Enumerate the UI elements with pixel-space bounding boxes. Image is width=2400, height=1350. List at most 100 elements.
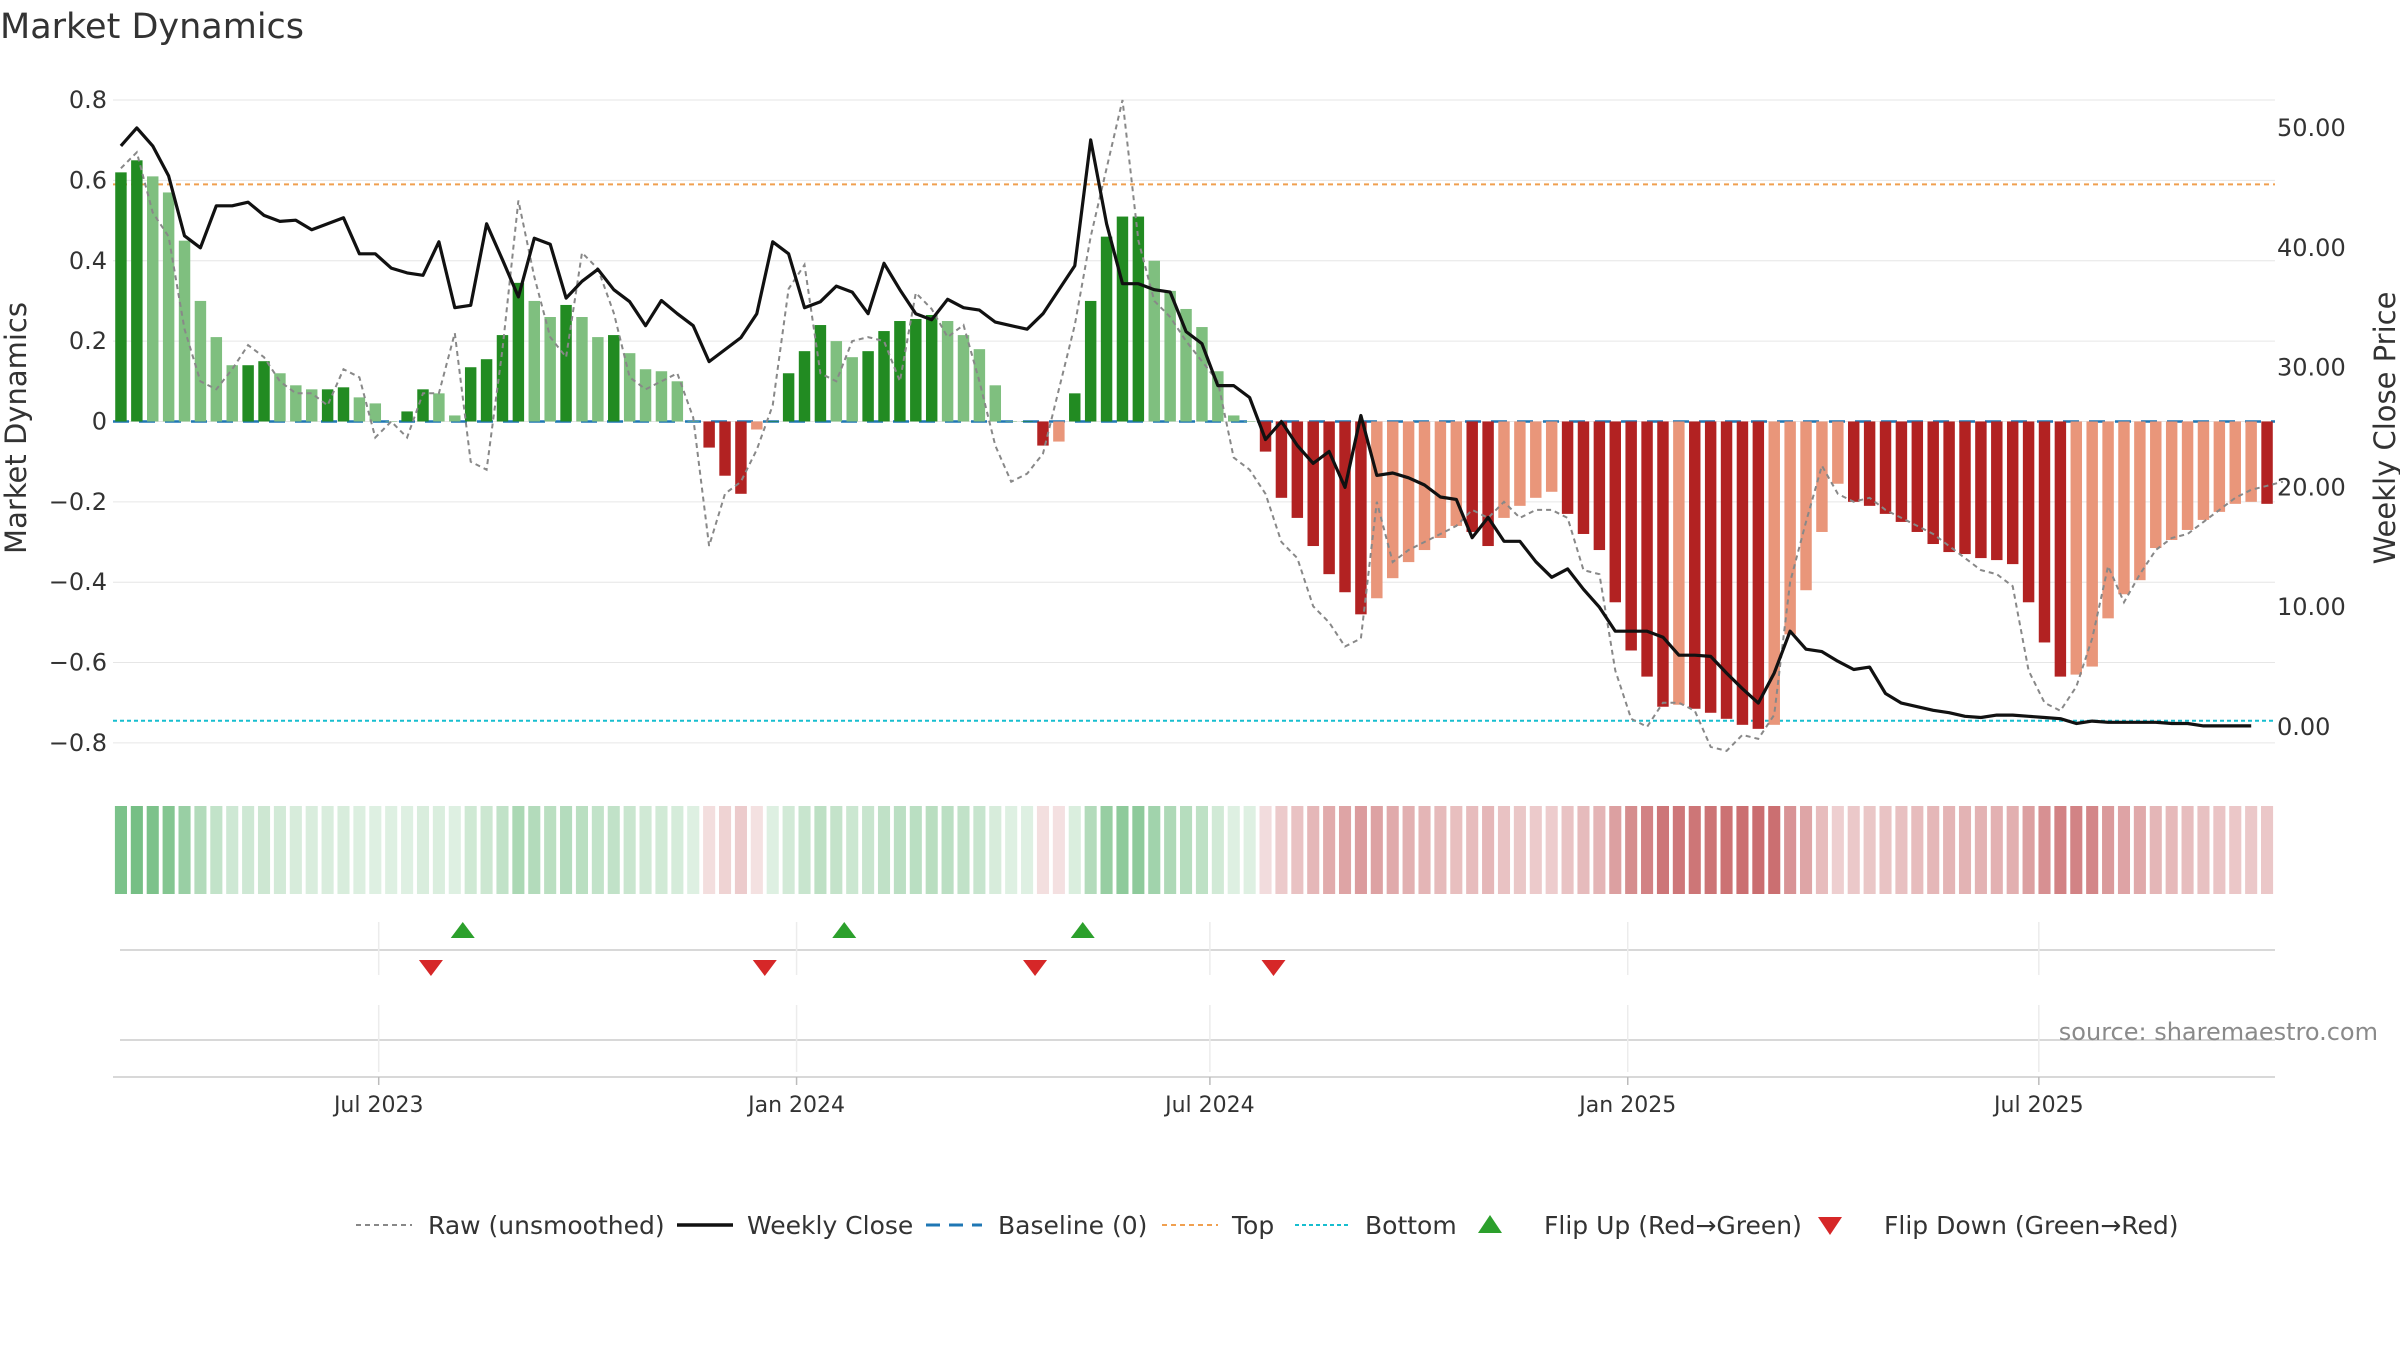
dynamics-bar [1704, 421, 1717, 713]
heat-cell [1386, 806, 1399, 894]
heat-cell [1180, 806, 1193, 894]
dynamics-bar [639, 369, 652, 422]
heat-cell [973, 806, 986, 894]
heat-cell [1497, 806, 1511, 894]
dynamics-bar [2197, 421, 2210, 520]
heat-cell [877, 806, 891, 894]
flip-down-marker [1023, 960, 1048, 976]
left-tick-label: 0.8 [69, 86, 107, 114]
heat-cell [194, 806, 207, 894]
heat-cell [1958, 806, 1972, 894]
heat-cell [1704, 806, 1717, 894]
dynamics-bar [1673, 421, 1685, 705]
dynamics-bar [1037, 421, 1049, 446]
heat-cell [2149, 806, 2162, 894]
heat-cell [1132, 806, 1145, 894]
heat-cell [1227, 806, 1240, 894]
dynamics-bar [1895, 421, 1908, 522]
dynamics-bar [1498, 421, 1510, 518]
dynamics-bar [1069, 393, 1081, 422]
dynamics-bar [1180, 308, 1192, 422]
dynamics-bar [1848, 421, 1860, 502]
x-tick-label: Jan 2025 [1577, 1093, 1676, 1118]
dynamics-bar [2118, 421, 2130, 595]
heat-cell [385, 806, 398, 894]
right-axis-ticks: 50.00 40.00 30.00 20.00 10.00 0.00 [2277, 114, 2346, 741]
dynamics-bar [2102, 421, 2114, 619]
heat-cell [1068, 806, 1081, 894]
heat-cell [496, 806, 509, 894]
heat-cell [687, 806, 700, 894]
heat-cell [1815, 806, 1828, 894]
heat-cell [2133, 806, 2146, 894]
dynamics-bar [941, 321, 954, 422]
dynamics-bar [2213, 421, 2226, 512]
heat-cell [591, 806, 604, 894]
dynamics-bar [2134, 421, 2146, 581]
dynamics-bar [1530, 421, 1542, 498]
heat-cell [1609, 806, 1622, 894]
heat-cell [146, 806, 159, 894]
dynamics-bar [353, 397, 366, 422]
heat-cell [2245, 806, 2258, 894]
heat-cell [512, 806, 525, 894]
right-tick-label: 50.00 [2277, 114, 2346, 142]
heat-cell [1641, 806, 1654, 894]
heat-cell [846, 806, 859, 894]
heat-cell [401, 806, 414, 894]
heat-cell [957, 806, 970, 894]
dynamics-bar [925, 314, 938, 422]
heat-cell [1831, 806, 1844, 894]
dynamics-bar [1514, 421, 1526, 506]
dynamics-bar [2038, 421, 2051, 643]
heat-cell [416, 806, 430, 894]
dynamics-bar [2261, 421, 2273, 504]
heat-cell [782, 806, 795, 894]
heat-cell [1577, 806, 1590, 894]
dynamics-bar [1720, 421, 1733, 719]
dynamics-bar [449, 415, 461, 422]
right-tick-label: 30.00 [2277, 354, 2346, 382]
heat-cell [289, 806, 302, 894]
x-tick-label: Jan 2024 [746, 1093, 845, 1118]
heat-cell [2102, 806, 2115, 894]
dynamics-bar [242, 365, 254, 422]
legend-swatch [1478, 1215, 1502, 1233]
dynamics-bar [1689, 421, 1701, 709]
right-tick-label: 10.00 [2277, 593, 2346, 621]
legend-swatch [1818, 1217, 1842, 1235]
heat-cell [432, 806, 445, 894]
x-tick-label: Jul 2023 [332, 1093, 424, 1118]
legend-item-bottom: Bottom [1295, 1211, 1457, 1240]
left-tick-label: −0.4 [49, 568, 107, 596]
heat-cell [1307, 806, 1320, 894]
heat-cell [2054, 806, 2067, 894]
heat-cell [1259, 806, 1272, 894]
dynamics-bar [894, 321, 906, 422]
heat-cell [1434, 806, 1447, 894]
weekly-close-line [119, 126, 2252, 728]
dynamics-bar [1863, 421, 1876, 506]
dynamics-bar [274, 373, 286, 422]
legend-item-top: Top [1162, 1211, 1274, 1240]
dynamics-bar [1943, 421, 1955, 553]
dynamics-bar [1466, 421, 1478, 532]
dynamics-bar [1832, 421, 1844, 484]
dynamics-bar [608, 335, 620, 422]
left-tick-label: −0.6 [49, 649, 107, 677]
dynamics-bar [2070, 421, 2083, 675]
heat-cell [210, 806, 223, 894]
flip-down-marker [752, 960, 777, 976]
dynamics-bar [560, 304, 572, 422]
heat-cell [1799, 806, 1813, 894]
heat-cell [1021, 806, 1034, 894]
heat-cell [1752, 806, 1765, 894]
dynamics-bar [719, 421, 731, 476]
flip-up-marker [1070, 922, 1095, 938]
heat-cell [1338, 806, 1352, 894]
dynamics-bar [846, 357, 858, 422]
dynamics-bar [1053, 421, 1065, 442]
heat-cell [2038, 806, 2051, 894]
heat-cell [607, 806, 620, 894]
heat-cell [814, 806, 827, 894]
